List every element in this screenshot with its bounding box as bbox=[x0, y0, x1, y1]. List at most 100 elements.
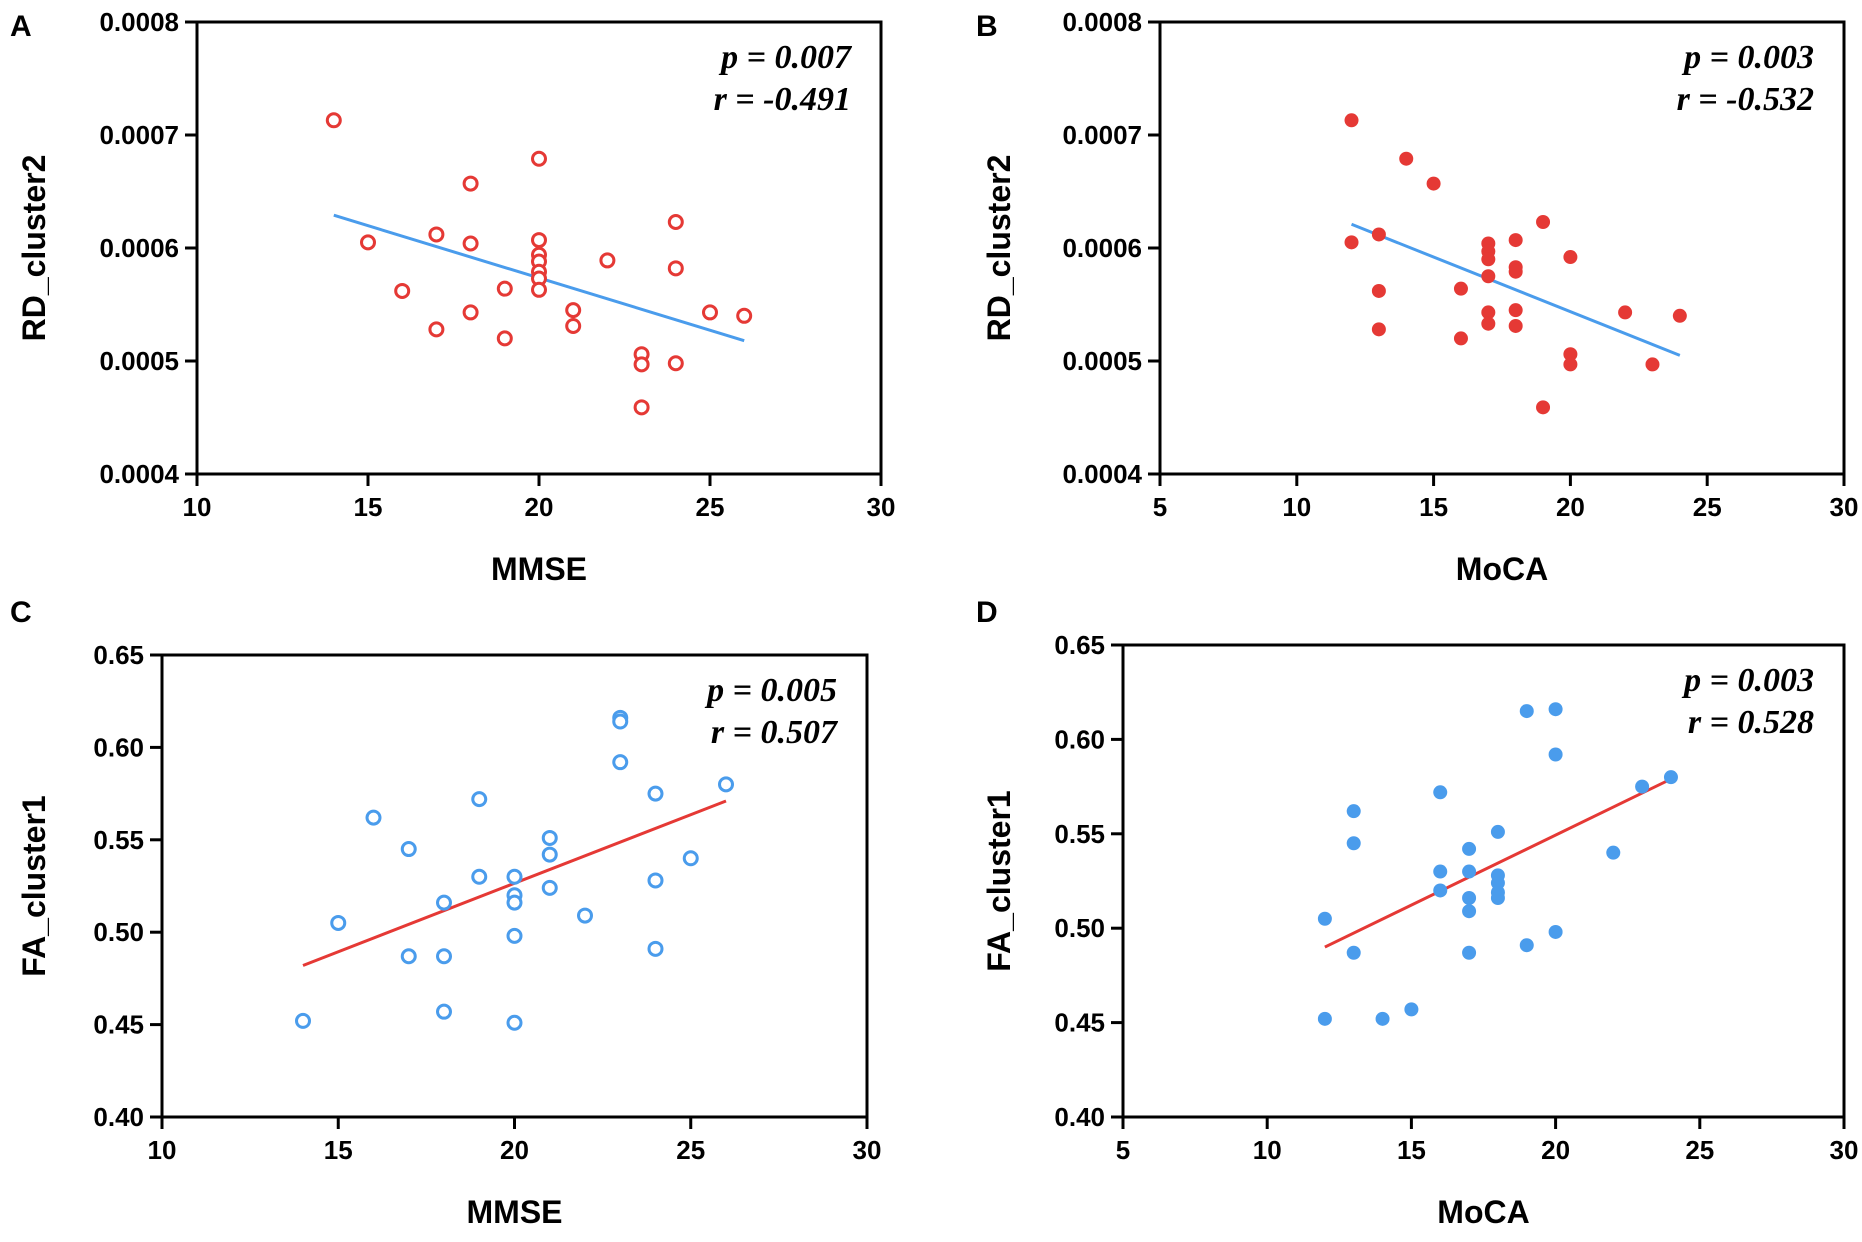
data-point bbox=[1481, 305, 1496, 320]
data-point bbox=[541, 879, 558, 896]
data-point bbox=[1462, 890, 1477, 905]
data-point bbox=[1453, 331, 1468, 346]
panel-letter: C bbox=[10, 596, 32, 629]
data-point bbox=[531, 232, 547, 249]
y-tick-label: 0.0006 bbox=[1062, 233, 1142, 263]
y-tick-label: 0.0007 bbox=[1062, 120, 1142, 150]
x-tick-label: 30 bbox=[867, 492, 896, 522]
data-point bbox=[462, 304, 479, 321]
data-point bbox=[1481, 252, 1496, 267]
x-tick-label: 30 bbox=[853, 1135, 882, 1165]
y-tick-label: 0.45 bbox=[93, 1010, 144, 1040]
data-point bbox=[702, 304, 718, 321]
data-point bbox=[1548, 747, 1563, 762]
data-point bbox=[1508, 303, 1523, 318]
x-tick-label: 30 bbox=[1830, 1135, 1859, 1165]
y-tick-label: 0.0005 bbox=[99, 346, 179, 376]
x-axis-title: MoCA bbox=[1437, 1194, 1529, 1230]
data-point bbox=[633, 399, 650, 416]
data-point bbox=[1519, 704, 1534, 719]
x-tick-label: 20 bbox=[1541, 1135, 1570, 1165]
y-tick-label: 0.50 bbox=[1054, 913, 1105, 943]
x-tick-label: 20 bbox=[500, 1135, 529, 1165]
x-tick-label: 25 bbox=[1685, 1135, 1714, 1165]
data-point bbox=[1481, 316, 1496, 331]
data-point bbox=[330, 914, 347, 931]
data-point bbox=[1490, 890, 1505, 905]
data-point bbox=[436, 1003, 452, 1020]
y-axis-title: FA_cluster1 bbox=[981, 790, 1017, 971]
y-tick-label: 0.55 bbox=[93, 825, 144, 855]
data-point bbox=[1375, 1011, 1390, 1026]
data-point bbox=[667, 355, 684, 372]
plot-frame bbox=[1121, 643, 1846, 1119]
data-point bbox=[1344, 113, 1359, 128]
data-point bbox=[1371, 283, 1386, 298]
x-axis-title: MMSE bbox=[491, 551, 587, 587]
data-point bbox=[428, 226, 445, 243]
data-point bbox=[1426, 176, 1441, 191]
data-point bbox=[565, 317, 582, 334]
regression-line bbox=[1324, 777, 1672, 949]
data-point bbox=[436, 948, 452, 965]
data-point bbox=[506, 868, 523, 885]
data-point bbox=[400, 948, 417, 965]
y-tick-label: 0.50 bbox=[93, 917, 144, 947]
y-tick-label: 0.0004 bbox=[1062, 459, 1142, 489]
y-tick-label: 0.0005 bbox=[1062, 346, 1142, 376]
x-tick-label: 25 bbox=[676, 1135, 705, 1165]
data-point bbox=[1433, 864, 1448, 879]
data-point bbox=[1344, 235, 1359, 250]
data-point bbox=[471, 868, 488, 885]
data-point bbox=[682, 850, 699, 867]
panel-a: A 0.0004 0.0005 0.0006 0.0007 0.0008 10 15 20 25 3… bbox=[10, 7, 895, 587]
y-tick-label: 0.45 bbox=[1054, 1008, 1105, 1038]
x-tick-label: 15 bbox=[1419, 492, 1448, 522]
data-point bbox=[541, 829, 558, 846]
data-point bbox=[718, 776, 734, 793]
data-point bbox=[1508, 233, 1523, 248]
data-point bbox=[1490, 824, 1505, 839]
data-point bbox=[1462, 841, 1477, 856]
x-tick-label: 25 bbox=[1693, 492, 1722, 522]
data-point bbox=[436, 894, 452, 911]
data-point bbox=[1536, 400, 1551, 415]
data-point bbox=[394, 282, 411, 299]
panel-d: D 0.40 0.45 0.50 0.55 0.60 0.65 5 10 15 20 25 30 MoCA… bbox=[976, 596, 1858, 1230]
data-point bbox=[531, 281, 547, 298]
data-point bbox=[1317, 911, 1332, 926]
data-point bbox=[541, 846, 558, 863]
data-point bbox=[1563, 347, 1578, 362]
data-point bbox=[531, 150, 547, 167]
data-point bbox=[471, 791, 488, 808]
data-point bbox=[565, 302, 582, 319]
y-tick-label: 0.0008 bbox=[1062, 7, 1142, 37]
r-value-label: r = 0.528 bbox=[1688, 704, 1814, 741]
data-point bbox=[647, 785, 664, 802]
x-tick-label: 10 bbox=[183, 492, 212, 522]
y-tick-label: 0.0004 bbox=[99, 459, 179, 489]
y-axis-title: RD_cluster2 bbox=[981, 155, 1017, 342]
data-point bbox=[1346, 804, 1361, 819]
data-point bbox=[1346, 945, 1361, 960]
data-point bbox=[1563, 357, 1578, 372]
x-tick-label: 20 bbox=[525, 492, 554, 522]
p-value-label: p = 0.005 bbox=[704, 672, 837, 709]
data-point bbox=[1519, 938, 1534, 953]
data-point bbox=[365, 809, 382, 826]
data-point bbox=[1404, 1002, 1419, 1017]
x-tick-label: 20 bbox=[1556, 492, 1585, 522]
y-axis-title: RD_cluster2 bbox=[16, 155, 52, 342]
data-point bbox=[1606, 845, 1621, 860]
y-tick-label: 0.40 bbox=[93, 1102, 144, 1132]
data-point bbox=[612, 713, 629, 730]
panel-b: B 0.0004 0.0005 0.0006 0.0007 0.0008 5 10 15 20 25… bbox=[976, 7, 1858, 587]
x-tick-label: 10 bbox=[1253, 1135, 1282, 1165]
data-point bbox=[667, 260, 684, 277]
y-tick-label: 0.0006 bbox=[99, 233, 179, 263]
data-point bbox=[1371, 227, 1386, 242]
regression-line bbox=[1350, 222, 1681, 357]
p-value-label: p = 0.007 bbox=[718, 39, 853, 76]
x-tick-label: 5 bbox=[1116, 1135, 1130, 1165]
data-point bbox=[1433, 883, 1448, 898]
